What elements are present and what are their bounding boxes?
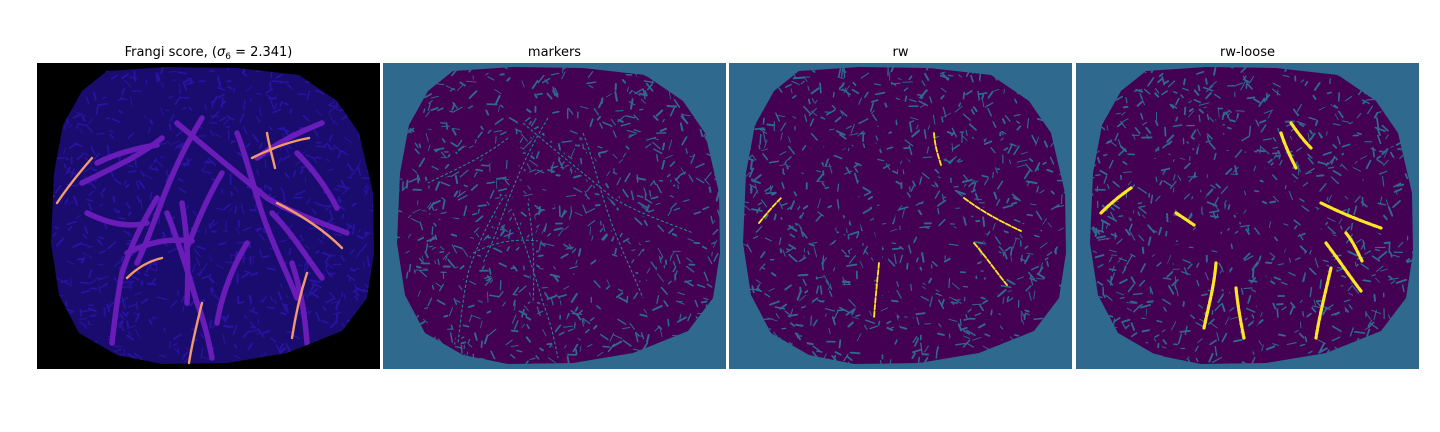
segmented-vessel <box>1319 201 1383 230</box>
vessel <box>214 240 250 326</box>
vessel <box>981 260 1002 346</box>
vessel <box>1253 240 1289 326</box>
high-score-vessel <box>55 156 94 205</box>
vessel <box>1123 210 1189 228</box>
vessel <box>600 120 671 161</box>
marker-outline <box>427 137 509 184</box>
vessel <box>1333 150 1379 211</box>
vessel <box>294 150 340 211</box>
high-score-vessel <box>187 301 204 365</box>
high-score-vessel <box>125 256 164 280</box>
vessel <box>269 210 325 281</box>
vessel <box>109 195 160 346</box>
vessel <box>635 260 656 346</box>
vessel <box>580 130 646 301</box>
marker-outline <box>457 197 504 344</box>
vessel <box>480 115 551 266</box>
segmented-vessel <box>973 242 1008 286</box>
vessel <box>134 115 205 266</box>
vessel <box>234 130 300 301</box>
markers-canvas <box>383 63 726 369</box>
vessel-tree <box>771 115 1042 361</box>
rw-canvas <box>729 63 1072 369</box>
marker-outline <box>512 212 559 359</box>
vessel <box>1213 120 1389 236</box>
vessel <box>124 237 195 256</box>
high-score-vessel <box>250 136 311 160</box>
panel-title-rw-loose: rw-loose <box>1220 45 1275 60</box>
vessel <box>1133 142 1199 166</box>
retina-disc <box>51 67 374 364</box>
vessel <box>1173 115 1244 266</box>
vessel <box>816 237 887 256</box>
vessel <box>926 130 992 301</box>
segmented-vessel <box>1174 211 1196 227</box>
marker-outline <box>472 239 539 254</box>
vessel <box>184 170 225 251</box>
vessel <box>906 240 942 326</box>
marker-outlines <box>427 117 694 359</box>
marker-outline <box>522 122 694 234</box>
segmented-vessel <box>1279 131 1298 170</box>
vessel <box>1273 130 1339 301</box>
panel-rw-image <box>729 63 1072 369</box>
panel-frangi-image <box>37 63 380 369</box>
vessel-tree <box>79 115 350 361</box>
vessel <box>1203 210 1254 361</box>
segmented-vessel <box>758 197 782 224</box>
vessel <box>1293 120 1364 161</box>
vessel <box>1328 260 1349 346</box>
segmented-vessel <box>1314 266 1333 340</box>
vessel <box>946 120 1017 161</box>
rw-loose-canvas <box>1076 63 1419 369</box>
vessel <box>94 142 160 166</box>
segmented-vessel <box>1289 121 1313 150</box>
vessel <box>164 210 215 361</box>
vessel <box>866 120 1042 236</box>
high-score-vessel <box>275 201 344 250</box>
panel-title-markers: markers <box>527 45 582 60</box>
high-score-vessel <box>290 271 309 340</box>
vessel <box>826 115 897 266</box>
segmented-vessel <box>1202 261 1218 330</box>
vessel <box>786 142 852 166</box>
marker-outline <box>527 202 535 304</box>
vessel <box>289 260 310 346</box>
vessel <box>1308 210 1364 281</box>
vessel <box>986 150 1032 211</box>
vessel <box>776 210 842 228</box>
vessel <box>560 240 596 326</box>
segmented-vessel <box>1344 231 1364 263</box>
vessel <box>1223 170 1264 251</box>
vessel <box>1163 237 1234 256</box>
segmented-vessel <box>1099 186 1133 215</box>
panel-title-rw: rw <box>892 45 909 60</box>
segmented-vessel <box>1324 241 1363 293</box>
vessel-tree <box>1118 115 1389 361</box>
segmented-vessel <box>1234 286 1246 340</box>
panel-rw-loose-image <box>1076 63 1419 369</box>
vessel <box>876 170 917 251</box>
retina-disc <box>743 67 1066 364</box>
frangi-canvas <box>37 63 380 369</box>
vessel <box>640 150 686 211</box>
vessel <box>84 210 150 228</box>
vessel <box>856 210 907 361</box>
vessel <box>615 210 671 281</box>
vessel <box>430 210 496 228</box>
panel-title-frangi: Frangi score, (σ6 = 2.341) <box>124 45 293 62</box>
vessel <box>801 195 852 346</box>
panel-markers-image <box>383 63 726 369</box>
vessel <box>174 120 350 236</box>
retina-disc <box>1090 67 1413 364</box>
vessel <box>961 210 1017 281</box>
high-score-vessel <box>265 131 277 170</box>
segmented-vessel <box>933 132 942 166</box>
segmented-vessel <box>873 262 880 319</box>
segmented-vessel <box>963 197 1022 232</box>
